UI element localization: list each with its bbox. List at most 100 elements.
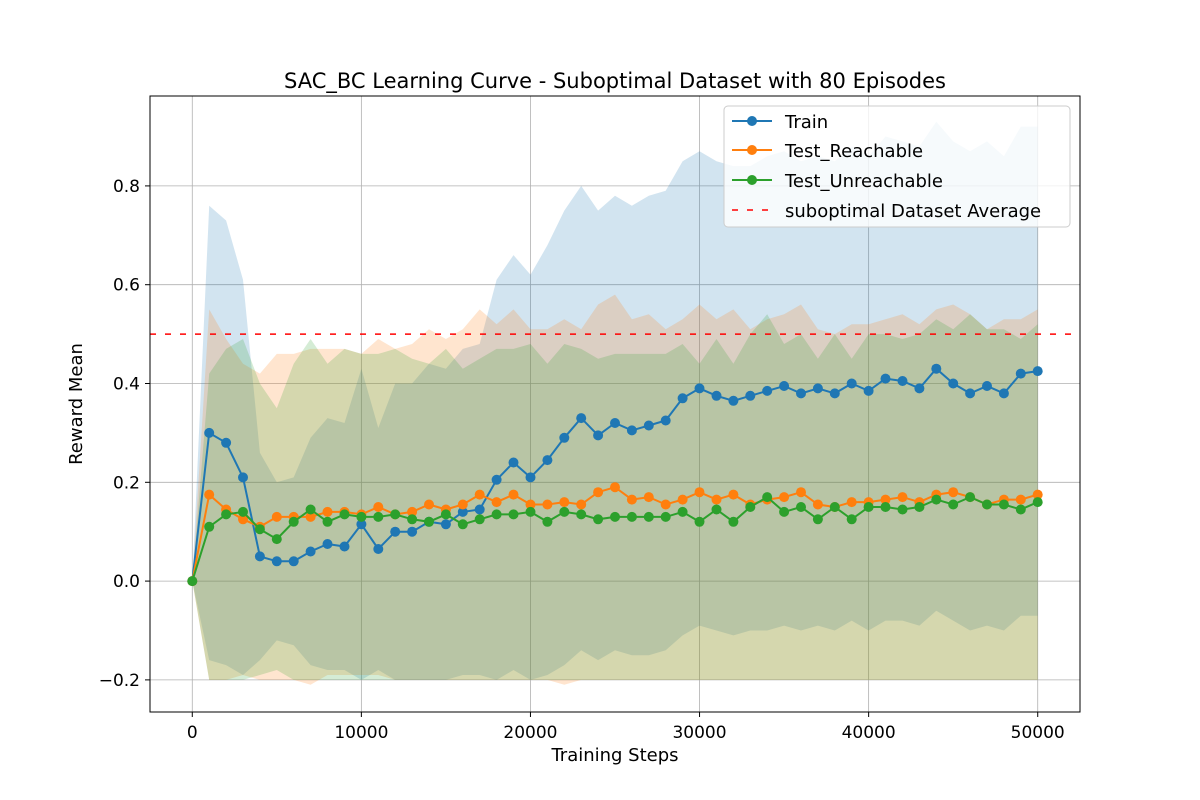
data-point [254,524,265,535]
data-point [948,378,959,389]
y-axis-label: Reward Mean [66,343,87,465]
data-point [626,425,637,436]
data-point [238,506,248,517]
data-point [711,494,722,505]
data-point [356,511,367,522]
y-tick-label: 0.4 [113,374,140,394]
data-point [965,492,976,503]
data-point [373,544,384,554]
data-point [846,378,857,389]
data-point [474,504,485,515]
data-point [812,514,823,525]
data-point [796,388,806,399]
data-point [339,509,350,520]
legend-test-unreachable-label: Test_Unreachable [784,171,943,192]
data-point [677,494,688,505]
data-point [677,506,688,517]
data-point [508,509,519,520]
data-point [694,383,705,394]
y-tick-label: 0.2 [113,473,140,493]
data-point [559,497,570,508]
data-point [897,376,908,386]
data-point [576,413,587,424]
series-1 [187,482,1043,587]
y-tick-label: 0.0 [113,572,140,592]
data-point [508,457,519,468]
data-point [796,502,806,512]
y-tick-label: 0.8 [113,177,140,197]
data-point [728,516,739,527]
data-point [424,516,434,527]
data-point [846,514,857,525]
data-point [779,381,790,391]
data-point [728,489,739,500]
data-point [593,514,604,525]
data-point [204,521,215,532]
data-point [829,388,840,399]
data-point [812,499,823,510]
chart-title: SAC_BC Learning Curve - Suboptimal Datas… [284,69,946,94]
data-point [982,381,992,391]
series-2 [187,492,1043,587]
data-point [525,472,536,483]
legend: Train Test_Reachable Test_Unreachable su… [723,105,1071,228]
data-point [897,504,908,515]
data-point [407,514,418,525]
data-point [525,499,536,510]
data-point [610,482,620,493]
data-point [440,509,451,520]
data-point [542,516,553,527]
data-point [187,576,198,587]
std-band-2 [192,314,1038,680]
data-point [322,506,333,517]
data-point [221,437,232,448]
data-point [846,497,857,508]
data-point [424,499,434,510]
legend-test-reachable-marker [747,145,757,155]
legend-test-unreachable-marker [747,175,757,185]
data-point [440,519,451,530]
data-point [694,516,705,527]
data-point [1032,497,1043,508]
data-point [576,509,587,520]
x-tick-label: 50000 [1011,723,1065,743]
data-point [812,383,823,394]
data-point [1032,366,1043,377]
data-point [322,539,333,549]
data-point [863,385,874,396]
x-axis-ticks: 0 10000 20000 30000 40000 50000 [187,712,1065,743]
data-point [745,390,756,401]
data-point [474,489,485,500]
data-point [491,474,502,485]
data-point [593,430,604,441]
data-point [238,472,248,483]
data-point [491,497,502,508]
data-point [271,534,282,545]
std-band-0 [192,121,1038,680]
data-point [254,551,265,562]
data-point [948,487,959,498]
data-point [356,519,367,530]
data-point [559,506,570,517]
plot-frame [149,95,1081,713]
legend-box [723,105,1071,228]
data-point [796,487,806,498]
data-point [863,502,874,512]
series-lines [187,363,1043,587]
data-point [525,506,536,517]
data-point [1032,489,1043,500]
data-point [779,506,790,517]
data-point [660,499,671,510]
data-point [288,516,299,527]
data-point [643,492,654,503]
data-point [880,373,891,384]
legend-train-marker [747,116,757,126]
data-point [559,432,570,443]
grid [150,96,1080,712]
data-point [965,388,976,399]
data-point [677,393,688,404]
y-axis-ticks: −0.2 0.0 0.2 0.4 0.6 0.8 [99,177,150,691]
data-point [880,502,891,512]
data-point [897,492,908,503]
